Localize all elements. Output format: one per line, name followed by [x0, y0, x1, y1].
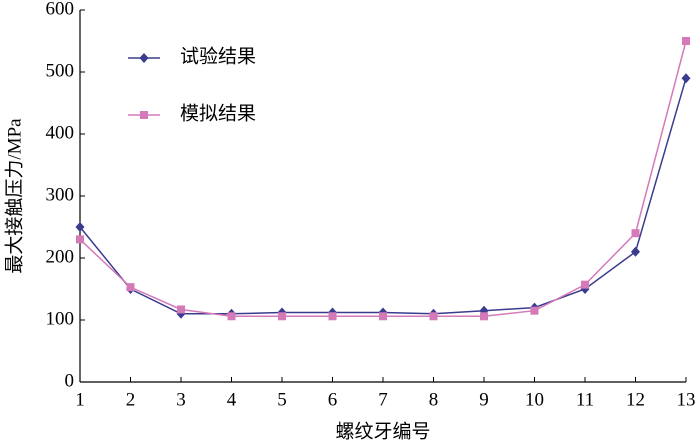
data-point — [227, 312, 236, 321]
data-point — [76, 235, 84, 244]
x-tick-label: 13 — [677, 389, 696, 410]
series-line — [79, 77, 687, 315]
data-point — [126, 283, 135, 292]
data-point — [681, 73, 691, 84]
data-point — [75, 222, 85, 232]
data-point — [682, 37, 690, 45]
x-tick-label: 7 — [378, 389, 388, 410]
x-tick-label: 12 — [626, 389, 645, 410]
y-tick-label: 500 — [46, 60, 75, 81]
y-tick-label: 0 — [65, 370, 75, 391]
y-tick-label: 600 — [46, 0, 75, 19]
y-tick-label: 100 — [46, 308, 75, 329]
legend-marker — [139, 53, 149, 63]
x-tick-label: 4 — [227, 389, 237, 410]
x-axis-label: 螺纹牙编号 — [335, 420, 430, 442]
data-point — [480, 312, 488, 321]
x-tick-label: 11 — [576, 389, 594, 410]
data-point — [177, 305, 185, 314]
x-tick-label: 8 — [429, 389, 439, 410]
series-line — [79, 40, 687, 318]
data-point — [379, 312, 387, 321]
legend-label: 模拟结果 — [180, 102, 256, 124]
x-tick-label: 5 — [277, 389, 287, 410]
data-point — [530, 306, 539, 315]
x-tick-label: 6 — [328, 389, 338, 410]
y-axis-label: 最大接触压力/MPa — [3, 118, 25, 274]
y-tick-label: 200 — [46, 246, 75, 267]
data-point — [631, 229, 640, 238]
x-tick-label: 2 — [126, 389, 136, 410]
legend-label: 试验结果 — [180, 45, 256, 67]
data-point — [581, 280, 589, 289]
x-tick-label: 9 — [479, 389, 489, 410]
legend-marker — [140, 111, 148, 119]
x-tick-label: 10 — [525, 389, 544, 410]
y-tick-label: 300 — [46, 184, 75, 205]
data-point — [328, 312, 337, 321]
x-tick-label: 1 — [75, 389, 85, 410]
x-tick-label: 3 — [176, 389, 186, 410]
data-point — [278, 312, 286, 321]
data-point — [429, 312, 438, 321]
y-tick-label: 400 — [46, 122, 75, 143]
data-point — [631, 246, 640, 257]
